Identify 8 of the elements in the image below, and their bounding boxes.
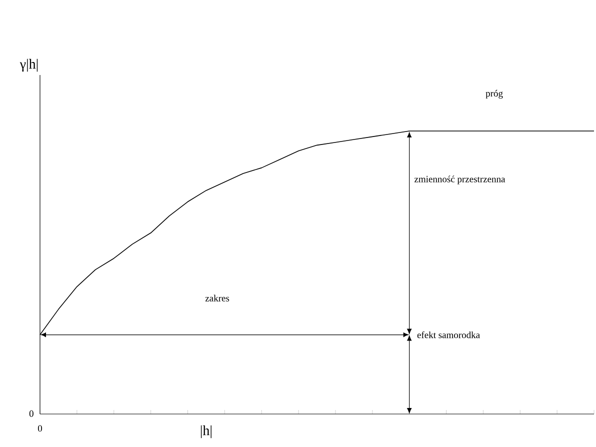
text: 0	[38, 425, 42, 432]
annotation: zakres	[205, 294, 230, 302]
y-axis-title: γ|h|	[20, 58, 38, 72]
text: próg	[486, 90, 503, 99]
text: 0	[29, 410, 34, 417]
x-axis-title: |h|	[200, 425, 212, 438]
annotation: efekt samorodka	[417, 331, 480, 338]
annotation: zmienność przestrzenna	[414, 176, 506, 184]
